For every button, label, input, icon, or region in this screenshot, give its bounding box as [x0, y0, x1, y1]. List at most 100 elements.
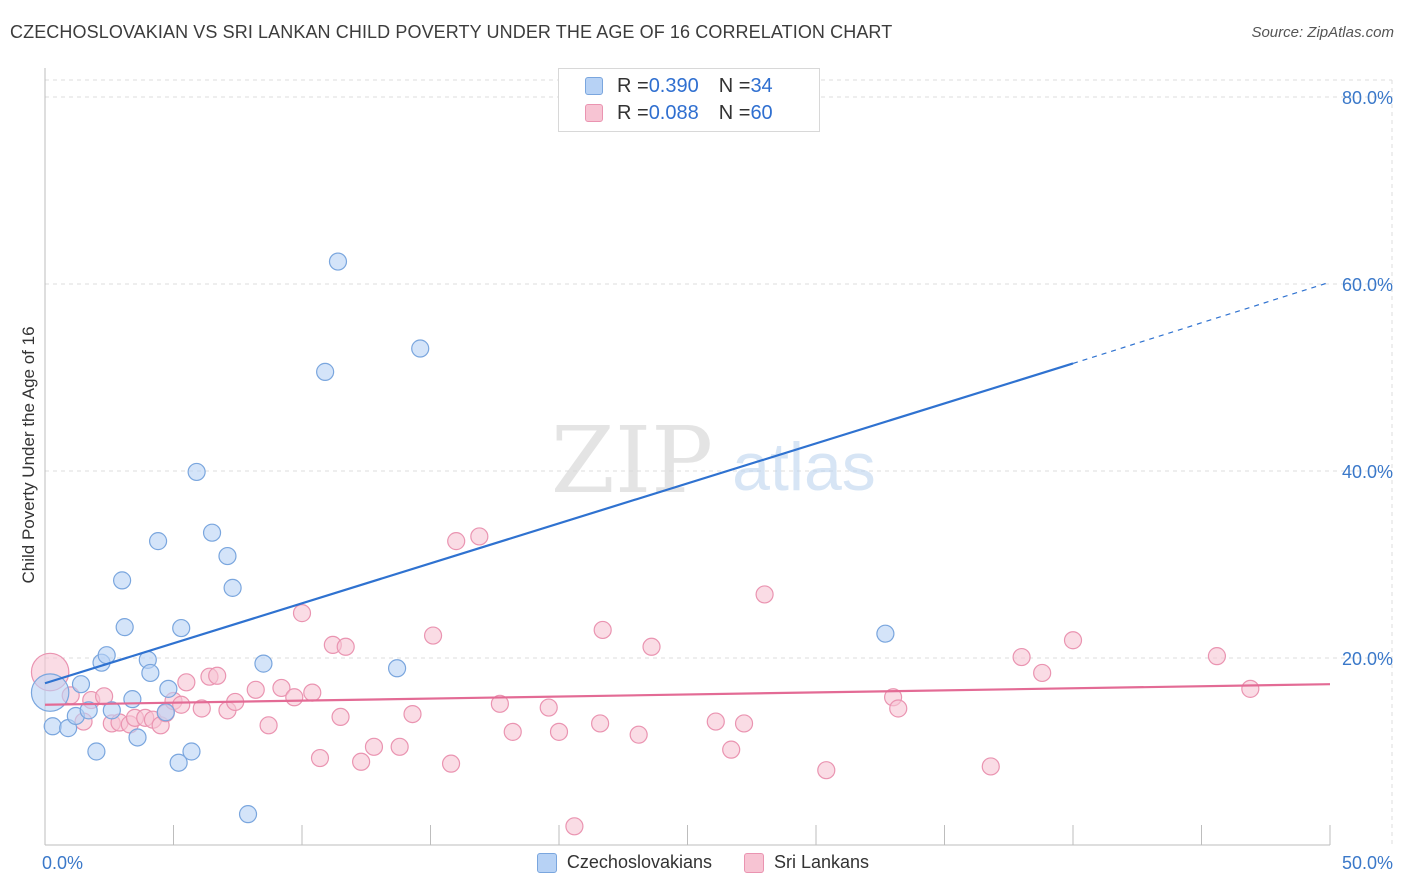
sri-lankans-point-23 — [272, 678, 291, 698]
sri-lankans-point-26 — [303, 683, 322, 702]
watermark-zip: ZIP — [551, 407, 713, 514]
czechoslovakians-point-1 — [43, 717, 62, 736]
legend-item-czechoslovakians[interactable]: Czechoslovakians — [536, 852, 712, 873]
chart-title: CZECHOSLOVAKIAN VS SRI LANKAN CHILD POVE… — [10, 22, 893, 42]
czechoslovakians-point-27 — [254, 654, 273, 673]
czech-r-value: 0.390 — [648, 74, 699, 97]
sri-lankans-point-35 — [423, 626, 443, 645]
czechoslovakians-legend-swatch — [536, 852, 557, 873]
watermark-atlas: atlas — [732, 429, 876, 505]
czechoslovakians-legend-label: Czechoslovakians — [566, 852, 712, 872]
czechoslovakians-point-10 — [112, 571, 132, 590]
sri-lankans-point-15 — [177, 673, 196, 692]
czechoslovakians-point-20 — [172, 618, 191, 638]
sri-lankans-point-51 — [755, 585, 774, 604]
czechoslovakians-point-6 — [87, 742, 106, 761]
srilankan-n-label: N = — [718, 101, 751, 124]
trend-lines — [44, 281, 1331, 706]
sri-lankans-point-44 — [591, 714, 610, 733]
czechoslovakians-point-11 — [115, 618, 134, 637]
sri-lankans-point-32 — [364, 737, 384, 756]
czechoslovakians-point-18 — [159, 679, 178, 698]
legend-row-srilankan: R = 0.088 N = 60 — [585, 101, 773, 125]
watermark: ZIP atlas — [551, 407, 876, 514]
czechoslovakians-point-26 — [238, 805, 258, 824]
legend-item-sri-lankans[interactable]: Sri Lankans — [744, 852, 869, 873]
y-tick-label-20: 20.0% — [1342, 649, 1393, 669]
sri-lankans-legend-swatch — [744, 852, 764, 873]
czechoslovakians-point-30 — [387, 659, 407, 678]
czech-swatch — [585, 77, 603, 95]
sri-lankans-point-22 — [259, 716, 278, 735]
czechoslovakians-point-24 — [218, 546, 237, 566]
sri-lankans-point-24 — [285, 688, 304, 707]
sri-lankans-point-46 — [629, 725, 648, 744]
sri-lankans-point-50 — [734, 714, 754, 733]
sri-lankans-point-52 — [817, 761, 836, 780]
czechoslovakians-point-9 — [102, 701, 121, 720]
sri-lankans-point-40 — [503, 722, 522, 741]
tick-labels: 20.0% 40.0% 60.0% 80.0% 0.0% 50.0% — [42, 88, 1393, 873]
czechoslovakians-points — [30, 252, 895, 824]
czechoslovakians-point-25 — [223, 578, 242, 597]
czechoslovakians-trend-line — [44, 362, 1074, 685]
x-tick-label-min: 0.0% — [42, 853, 83, 873]
srilankan-swatch — [585, 104, 603, 122]
sri-lankans-trend-line — [44, 683, 1331, 706]
czechoslovakians-point-21 — [182, 742, 201, 761]
sri-lankans-point-33 — [390, 737, 409, 756]
czechoslovakians-point-23 — [202, 523, 222, 542]
czechoslovakians-point-17 — [156, 703, 175, 722]
sri-lankans-point-56 — [1012, 647, 1031, 667]
y-tick-label-80: 80.0% — [1342, 88, 1393, 108]
source-label: Source: ZipAtlas.com — [1251, 24, 1394, 41]
sri-lankans-point-42 — [549, 722, 569, 741]
sri-lankans-point-60 — [1241, 679, 1260, 698]
sri-lankans-point-25 — [292, 604, 312, 623]
sri-lankans-point-29 — [331, 707, 350, 727]
czechoslovakians-point-19 — [169, 753, 188, 772]
czechoslovakians-point-15 — [141, 663, 160, 683]
legend-row-czech: R = 0.390 N = 34 — [585, 74, 773, 98]
czechoslovakians-point-0 — [30, 673, 70, 712]
czechoslovakians-point-13 — [128, 728, 147, 747]
czechoslovakians-point-12 — [123, 690, 142, 709]
sri-lankans-point-34 — [403, 704, 422, 724]
czechoslovakians-point-5 — [79, 701, 98, 720]
czech-n-value: 34 — [750, 74, 773, 97]
sri-lankans-point-31 — [352, 752, 371, 771]
sri-lankans-legend-label: Sri Lankans — [774, 852, 870, 872]
sri-lankans-point-47 — [642, 637, 661, 656]
sri-lankans-point-55 — [981, 757, 1000, 776]
stats-legend: R = 0.390 N = 34 R = 0.088 N = 60 — [558, 68, 820, 132]
sri-lankans-point-43 — [565, 817, 584, 836]
czechoslovakians-point-32 — [876, 624, 895, 643]
sri-lankans-point-48 — [706, 712, 725, 731]
sri-lankans-point-41 — [539, 698, 558, 717]
sri-lankans-point-16 — [192, 699, 211, 718]
axes — [44, 68, 1331, 846]
sri-lankans-point-49 — [722, 740, 741, 759]
srilankan-n-value: 60 — [750, 101, 773, 124]
sri-lankans-point-58 — [1063, 631, 1083, 650]
y-tick-label-40: 40.0% — [1342, 462, 1393, 482]
series-legend: Czechoslovakians Sri Lankans — [0, 852, 1406, 873]
czechoslovakians-point-31 — [411, 339, 430, 358]
srilankan-r-label: R = — [617, 101, 649, 124]
czech-n-label: N = — [718, 74, 751, 97]
czechoslovakians-point-4 — [71, 675, 91, 694]
sri-lankans-points — [30, 527, 1260, 836]
czechoslovakians-trend-extension — [1072, 281, 1331, 365]
czechoslovakians-point-28 — [316, 362, 335, 381]
sri-lankans-point-30 — [336, 637, 355, 656]
sri-lankans-point-27 — [310, 748, 330, 768]
y-axis-label: Child Poverty Under the Age of 16 — [19, 326, 38, 583]
sri-lankans-point-21 — [246, 680, 265, 699]
sri-lankans-point-59 — [1207, 647, 1227, 666]
sri-lankans-point-57 — [1033, 663, 1052, 683]
srilankan-r-value: 0.088 — [648, 101, 699, 124]
sri-lankans-point-39 — [490, 694, 509, 713]
sri-lankans-point-14 — [172, 695, 191, 714]
czechoslovakians-point-16 — [148, 532, 168, 551]
